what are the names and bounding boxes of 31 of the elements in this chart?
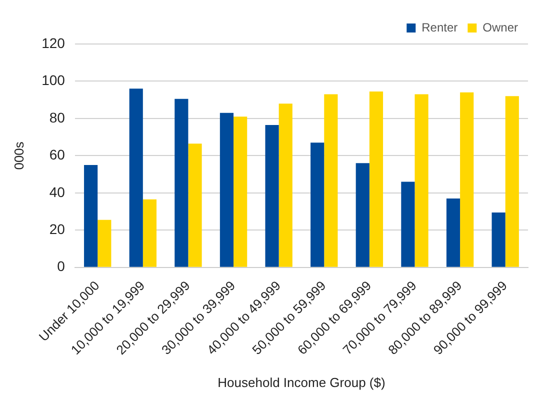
bar (505, 96, 519, 267)
bar (98, 220, 112, 267)
bar (460, 92, 474, 267)
bar (446, 198, 460, 267)
bar (401, 182, 415, 267)
y-tick-label: 60 (49, 146, 66, 163)
legend-label: Renter (422, 20, 458, 34)
bar (414, 94, 428, 267)
y-tick-label: 80 (49, 109, 66, 126)
y-tick-label: 100 (42, 72, 66, 88)
bar (174, 98, 188, 267)
bar (310, 142, 324, 267)
y-tick-label: 120 (42, 34, 66, 51)
bar (84, 164, 98, 267)
bar (142, 199, 157, 267)
bar (492, 212, 506, 267)
y-tick-label: 0 (57, 258, 66, 274)
bar (369, 91, 384, 267)
y-tick-label: 40 (49, 184, 66, 200)
bar (324, 94, 338, 267)
legend-label: Owner (482, 20, 518, 34)
bar (129, 88, 143, 267)
y-tick-label: 20 (49, 220, 66, 237)
x-axis-title: Household Income Group ($) (218, 374, 386, 390)
bar (188, 144, 202, 267)
bar (278, 104, 292, 267)
y-axis-title: 000s (11, 141, 26, 170)
bar (234, 116, 248, 267)
bar (220, 112, 234, 267)
bar (356, 163, 370, 267)
bar (265, 124, 279, 267)
